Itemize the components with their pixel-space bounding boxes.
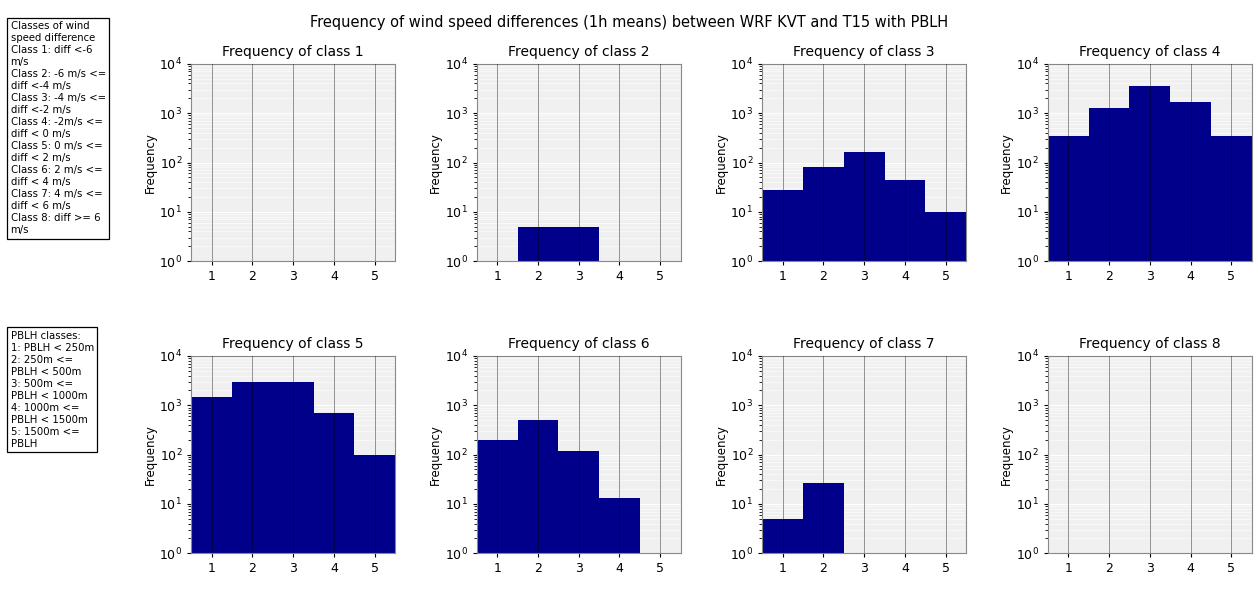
Y-axis label: Frequency: Frequency <box>715 424 727 485</box>
Bar <box>477 440 517 608</box>
Y-axis label: Frequency: Frequency <box>1000 132 1013 193</box>
Bar <box>355 455 395 608</box>
Title: Frequency of class 1: Frequency of class 1 <box>223 44 364 58</box>
Y-axis label: Frequency: Frequency <box>143 132 156 193</box>
Text: Classes of wind
speed difference
Class 1: diff <-6
m/s
Class 2: -6 m/s <=
diff <: Classes of wind speed difference Class 1… <box>10 21 106 235</box>
Title: Frequency of class 5: Frequency of class 5 <box>223 337 364 351</box>
Bar <box>1211 136 1252 608</box>
Title: Frequency of class 4: Frequency of class 4 <box>1079 44 1220 58</box>
Bar <box>517 420 559 608</box>
Bar <box>803 483 844 608</box>
Y-axis label: Frequency: Frequency <box>1000 424 1013 485</box>
Bar <box>517 227 559 608</box>
Bar <box>844 153 884 608</box>
Bar <box>231 382 273 608</box>
Y-axis label: Frequency: Frequency <box>429 424 442 485</box>
Bar <box>1130 86 1170 608</box>
Bar <box>313 413 355 608</box>
Text: Frequency of wind speed differences (1h means) between WRF KVT and T15 with PBLH: Frequency of wind speed differences (1h … <box>309 15 949 30</box>
Y-axis label: Frequency: Frequency <box>143 424 156 485</box>
Bar <box>559 227 599 608</box>
Bar <box>926 212 966 608</box>
Title: Frequency of class 7: Frequency of class 7 <box>794 337 935 351</box>
Y-axis label: Frequency: Frequency <box>429 132 442 193</box>
Bar <box>1088 108 1130 608</box>
Bar <box>884 179 926 608</box>
Title: Frequency of class 8: Frequency of class 8 <box>1079 337 1220 351</box>
Title: Frequency of class 2: Frequency of class 2 <box>508 44 649 58</box>
Bar <box>599 499 640 608</box>
Text: PBLH classes:
1: PBLH < 250m
2: 250m <=
PBLH < 500m
3: 500m <=
PBLH < 1000m
4: 1: PBLH classes: 1: PBLH < 250m 2: 250m <= … <box>10 331 94 449</box>
Bar <box>273 382 313 608</box>
Bar <box>1170 102 1211 608</box>
Bar <box>762 190 803 608</box>
Bar <box>559 451 599 608</box>
Y-axis label: Frequency: Frequency <box>715 132 727 193</box>
Bar <box>191 396 231 608</box>
Bar <box>803 167 844 608</box>
Title: Frequency of class 3: Frequency of class 3 <box>794 44 935 58</box>
Title: Frequency of class 6: Frequency of class 6 <box>508 337 649 351</box>
Bar <box>762 519 803 608</box>
Bar <box>1048 136 1088 608</box>
